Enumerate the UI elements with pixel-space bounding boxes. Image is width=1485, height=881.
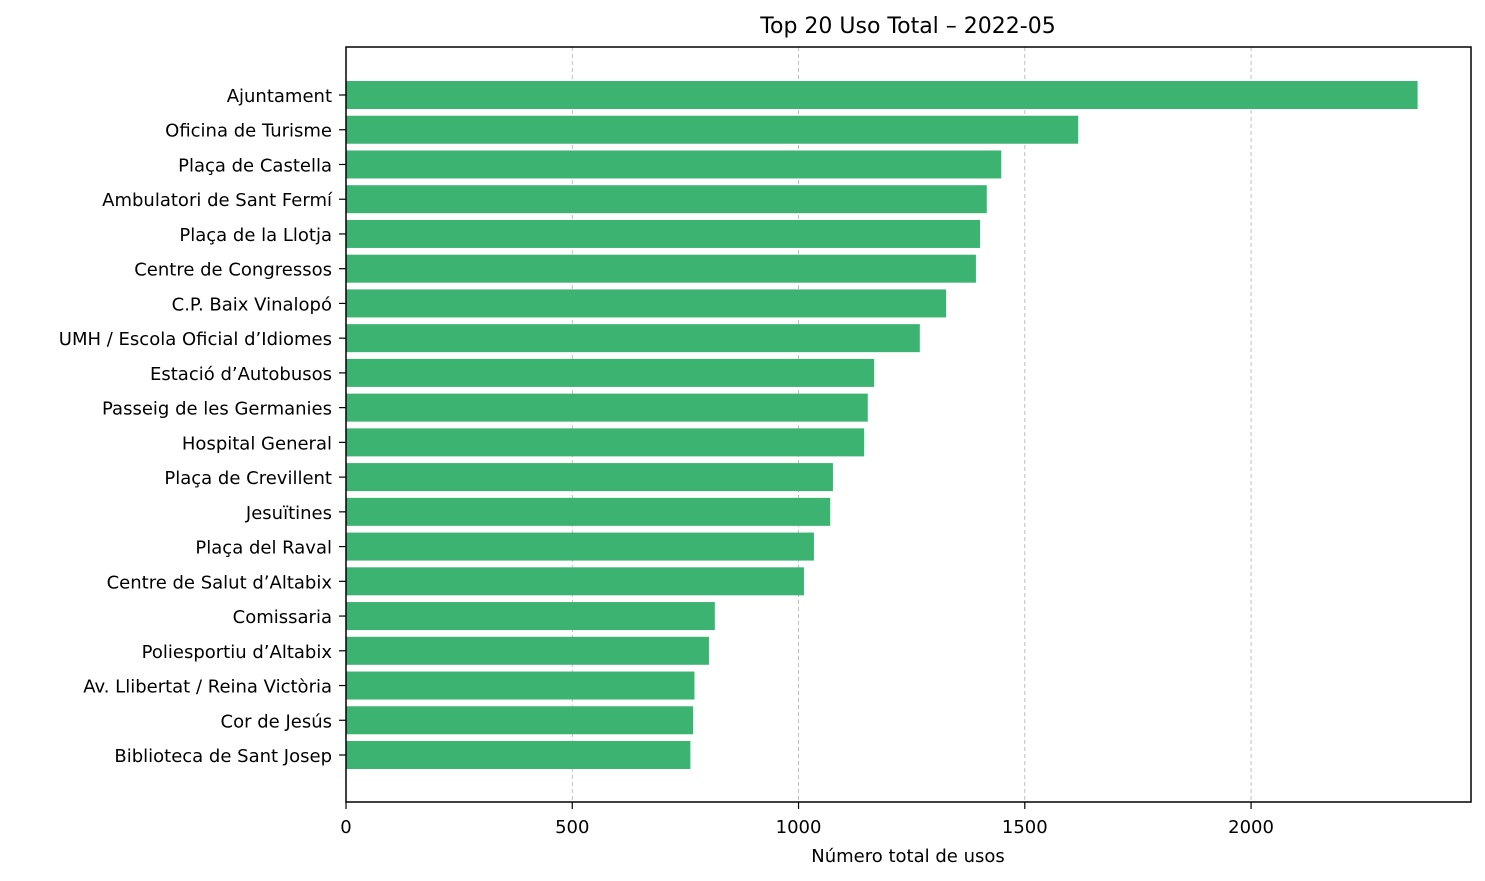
bars	[346, 81, 1418, 769]
bar	[346, 497, 831, 526]
bar	[346, 602, 715, 631]
y-tick-label: Oficina de Turisme	[165, 121, 332, 142]
y-tick-label: Ambulatori de Sant Fermí	[102, 190, 333, 211]
bar	[346, 393, 868, 422]
bar	[346, 463, 833, 492]
x-tick-label: 0	[340, 817, 351, 838]
plot-frame	[345, 46, 1472, 803]
bar	[346, 185, 987, 214]
x-axis-ticks: 0 500 1000 1500 2000	[340, 802, 1274, 838]
bar	[346, 567, 804, 596]
x-tick-label: 1000	[776, 817, 822, 838]
bar	[346, 219, 981, 248]
y-tick-label: Comissaria	[233, 607, 332, 628]
x-axis-label: Número total de usos	[811, 846, 1005, 867]
y-axis-ticks: Ajuntament Oficina de Turisme Plaça de Cas…	[59, 86, 346, 767]
y-tick-label: Jesuïtines	[245, 503, 332, 524]
y-tick-label: Plaça de la Llotja	[179, 225, 332, 246]
bar	[346, 671, 695, 700]
bar	[346, 706, 694, 735]
x-tick-label: 2000	[1228, 817, 1274, 838]
bar	[346, 358, 875, 387]
y-tick-label: Centre de Congressos	[134, 260, 332, 281]
bar	[346, 289, 947, 318]
y-tick-label: Ajuntament	[227, 86, 332, 107]
x-tick-label: 500	[555, 817, 589, 838]
y-tick-label: Centre de Salut d’Altabix	[107, 572, 333, 593]
bar	[346, 636, 709, 665]
y-tick-label: C.P. Baix Vinalopó	[172, 294, 332, 315]
bar	[346, 428, 865, 457]
y-tick-label: Biblioteca de Sant Josep	[114, 746, 332, 767]
bar	[346, 115, 1079, 144]
y-tick-label: Plaça del Raval	[195, 538, 332, 559]
y-tick-label: Cor de Jesús	[221, 711, 332, 732]
bar	[346, 254, 976, 283]
y-tick-label: Passeig de les Germanies	[102, 399, 332, 420]
x-tick-label: 1500	[1002, 817, 1048, 838]
bar	[346, 532, 814, 561]
chart-title: Top 20 Uso Total – 2022-05	[759, 14, 1055, 39]
y-tick-label: Poliesportiu d’Altabix	[142, 642, 333, 663]
y-tick-label: Plaça de Castella	[178, 155, 332, 176]
bar	[346, 324, 920, 353]
bar	[346, 150, 1002, 179]
y-tick-label: UMH / Escola Oficial d’Idiomes	[59, 329, 332, 350]
y-tick-label: Estació d’Autobusos	[150, 364, 332, 385]
bar	[346, 81, 1418, 109]
y-tick-label: Hospital General	[182, 433, 332, 454]
bar	[346, 741, 691, 769]
y-tick-label: Plaça de Crevillent	[164, 468, 332, 489]
y-tick-label: Av. Llibertat / Reina Victòria	[83, 677, 332, 698]
